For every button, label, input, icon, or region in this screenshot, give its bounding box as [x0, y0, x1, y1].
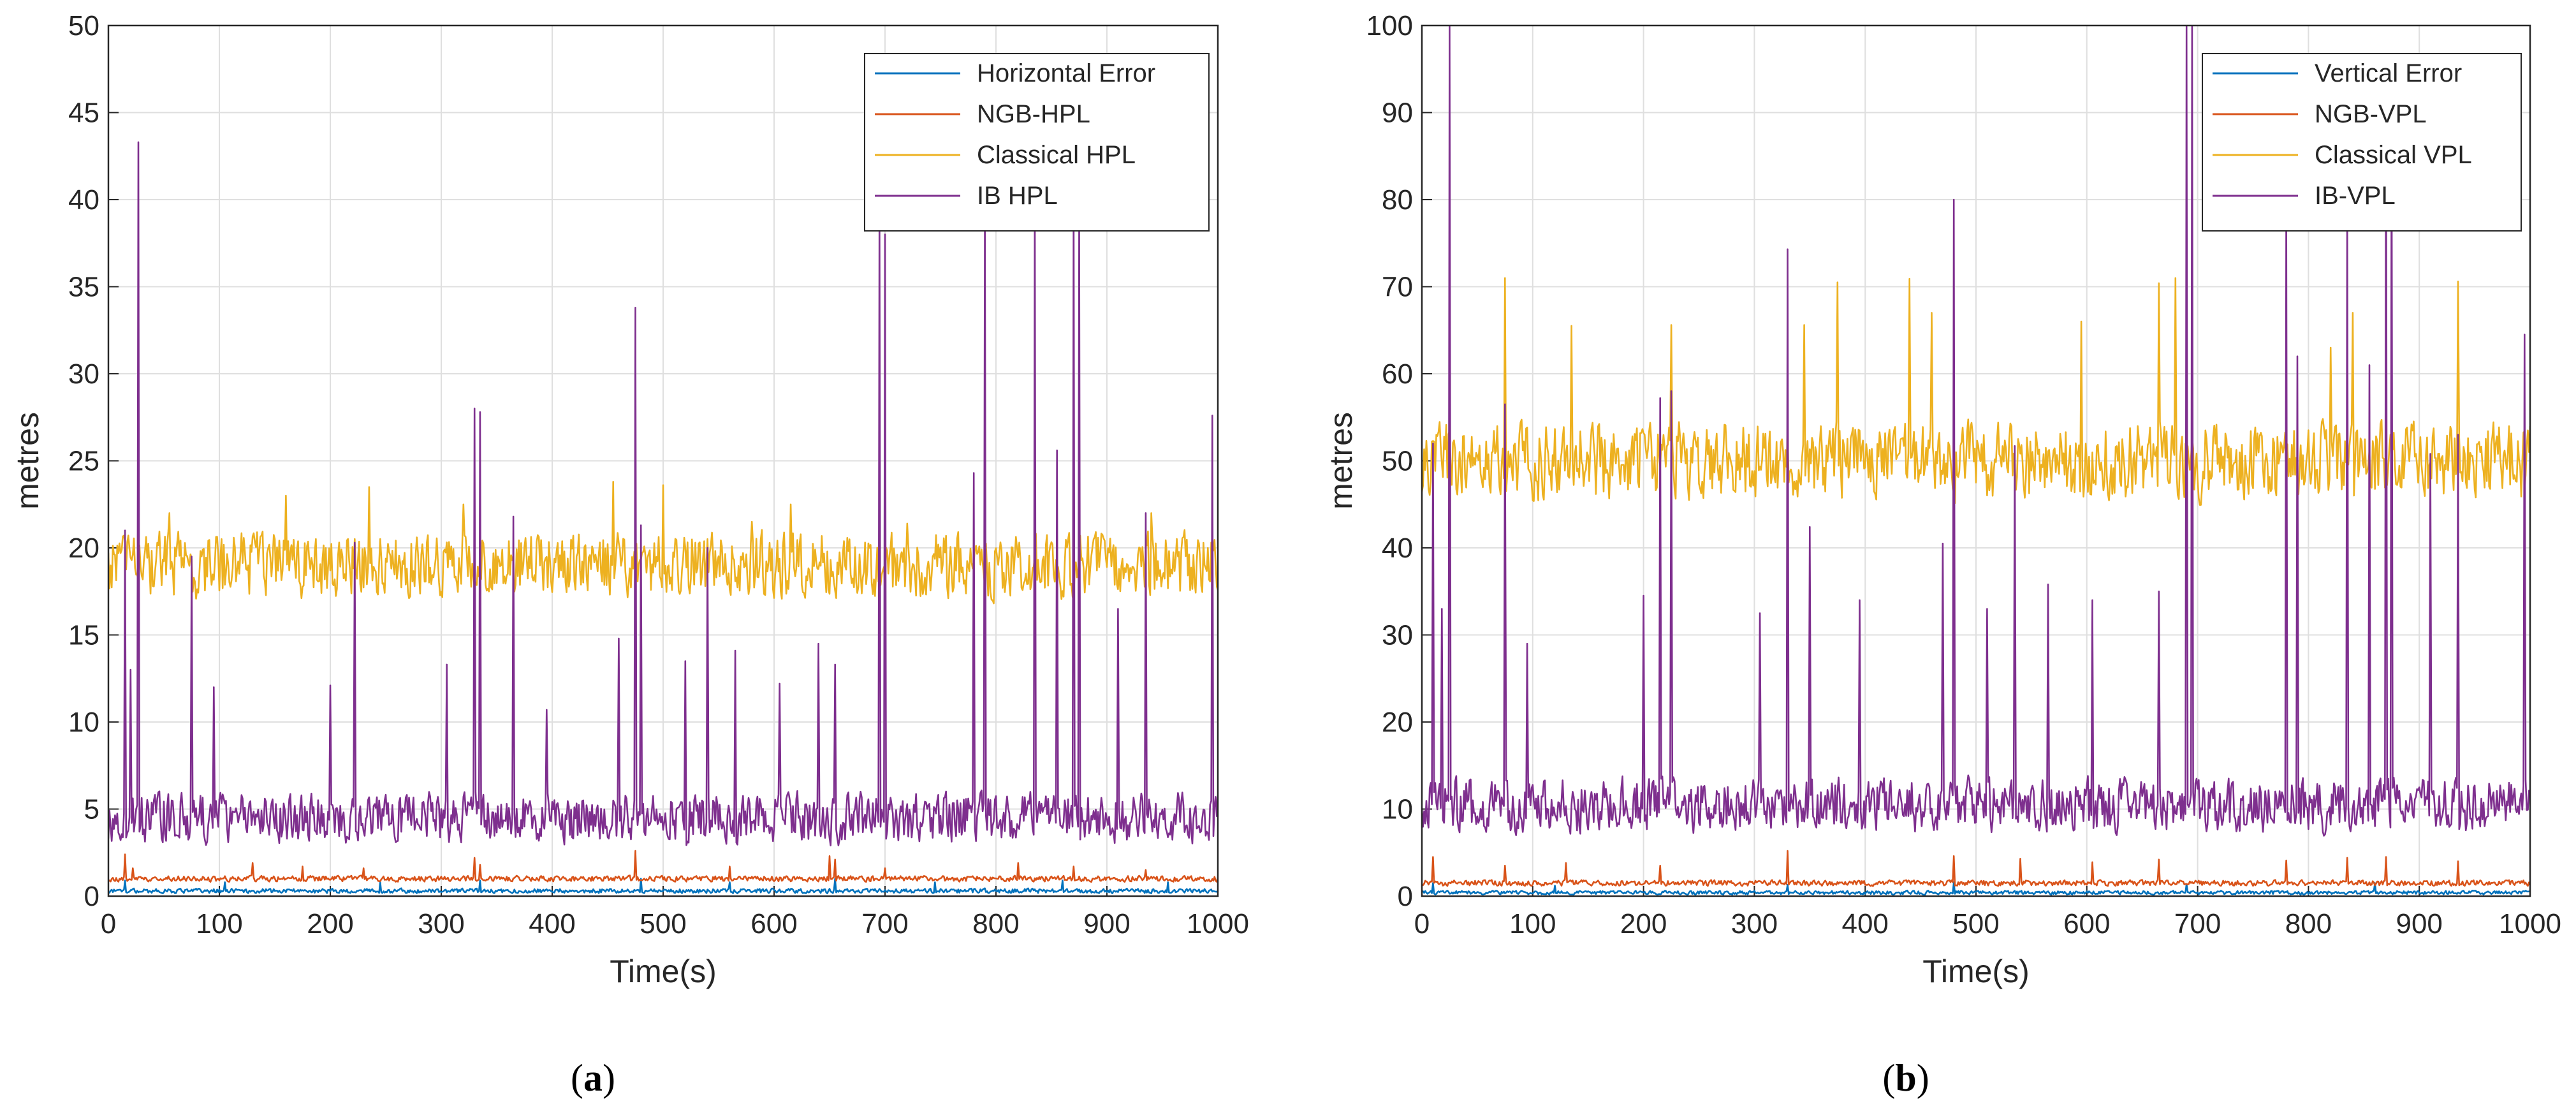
series-line-4 [1422, 26, 2530, 837]
panel-caption: (b) [1882, 1057, 1929, 1099]
y-tick-label: 5 [84, 794, 99, 825]
y-tick-label: 10 [1382, 794, 1413, 825]
y-tick-label: 15 [68, 620, 99, 651]
series-line-1 [1422, 881, 2530, 896]
x-tick-label: 900 [2396, 908, 2442, 939]
y-tick-label: 25 [68, 446, 99, 477]
series-line-3 [1422, 277, 2530, 506]
x-tick-label: 700 [861, 908, 908, 939]
x-tick-label: 0 [101, 908, 116, 939]
legend-label: Classical HPL [977, 141, 1136, 169]
x-tick-label: 300 [1731, 908, 1778, 939]
y-axis-label: metres [10, 412, 45, 510]
x-tick-label: 200 [307, 908, 353, 939]
caption-letter: a [583, 1057, 603, 1099]
y-tick-label: 35 [68, 272, 99, 303]
x-tick-label: 100 [1509, 908, 1556, 939]
series-line-2 [108, 850, 1218, 883]
legend-label: Classical VPL [2315, 141, 2472, 169]
y-tick-label: 50 [1382, 446, 1413, 477]
axes-box [1421, 24, 2531, 897]
legend-box [864, 53, 1210, 232]
legend-box [2202, 53, 2522, 232]
legend-label: Horizontal Error [977, 59, 1155, 87]
y-tick-label: 40 [68, 184, 99, 216]
caption-open: ( [571, 1057, 583, 1099]
x-tick-label: 600 [2063, 908, 2110, 939]
caption-close: ) [603, 1057, 615, 1099]
y-tick-label: 30 [68, 358, 99, 390]
legend: Vertical Error NGB-VPL Classical VPL IB-VPL [2202, 53, 2522, 232]
legend-label: NGB-HPL [977, 100, 1090, 128]
y-tick-label: 20 [68, 533, 99, 564]
legend: Horizontal Error NGB-HPL Classical HPL IB H… [864, 53, 1210, 232]
x-tick-label: 300 [418, 908, 464, 939]
series-line-4 [108, 141, 1218, 846]
y-tick-label: 80 [1382, 184, 1413, 216]
y-tick-label: 70 [1382, 272, 1413, 303]
x-tick-label: 0 [1414, 908, 1430, 939]
y-tick-label: 30 [1382, 620, 1413, 651]
y-tick-label: 60 [1382, 358, 1413, 390]
x-tick-label: 500 [1952, 908, 1999, 939]
y-tick-label: 50 [68, 10, 99, 41]
x-tick-label: 1000 [2499, 908, 2561, 939]
x-tick-label: 800 [972, 908, 1019, 939]
chart-panel-1: 0 100 200 300 400 500 600 700 800 900 1000 0 5 10 15 20… [10, 10, 1249, 1099]
caption-open: ( [1882, 1057, 1895, 1099]
x-tick-label: 800 [2285, 908, 2332, 939]
series-line-1 [108, 878, 1218, 895]
caption-letter: b [1895, 1057, 1916, 1099]
y-tick-label: 100 [1366, 10, 1413, 41]
series-lines [1422, 26, 2530, 896]
series-line-3 [108, 480, 1218, 605]
x-axis-label: Time(s) [610, 954, 717, 989]
y-tick-label: 10 [68, 707, 99, 738]
x-tick-label: 400 [529, 908, 575, 939]
x-axis-label: Time(s) [1922, 954, 2030, 989]
legend-label: Vertical Error [2315, 59, 2462, 87]
y-tick-label: 20 [1382, 707, 1413, 738]
x-tick-label: 500 [640, 908, 686, 939]
axes-box [107, 24, 1219, 897]
series-line-2 [1422, 850, 2530, 887]
legend-label: IB HPL [977, 182, 1058, 210]
x-tick-label: 100 [196, 908, 242, 939]
x-tick-label: 600 [750, 908, 797, 939]
x-tick-label: 900 [1083, 908, 1130, 939]
y-tick-label: 90 [1382, 98, 1413, 129]
chart-panel-2: 0 100 200 300 400 500 600 700 800 900 1000 0 10 20 30 4… [1323, 10, 2561, 1099]
panel-caption: (a) [571, 1057, 615, 1099]
x-tick-label: 400 [1841, 908, 1888, 939]
x-tick-label: 1000 [1187, 908, 1249, 939]
legend-label: NGB-VPL [2315, 100, 2427, 128]
x-tick-label: 200 [1620, 908, 1667, 939]
y-tick-label: 45 [68, 98, 99, 129]
legend-label: IB-VPL [2315, 182, 2396, 210]
caption-close: ) [1917, 1057, 1929, 1099]
y-tick-label: 0 [1398, 881, 1413, 912]
x-tick-label: 700 [2174, 908, 2221, 939]
y-tick-label: 40 [1382, 533, 1413, 564]
y-axis-label: metres [1323, 412, 1359, 510]
y-tick-label: 0 [84, 881, 99, 912]
series-lines [108, 141, 1218, 895]
